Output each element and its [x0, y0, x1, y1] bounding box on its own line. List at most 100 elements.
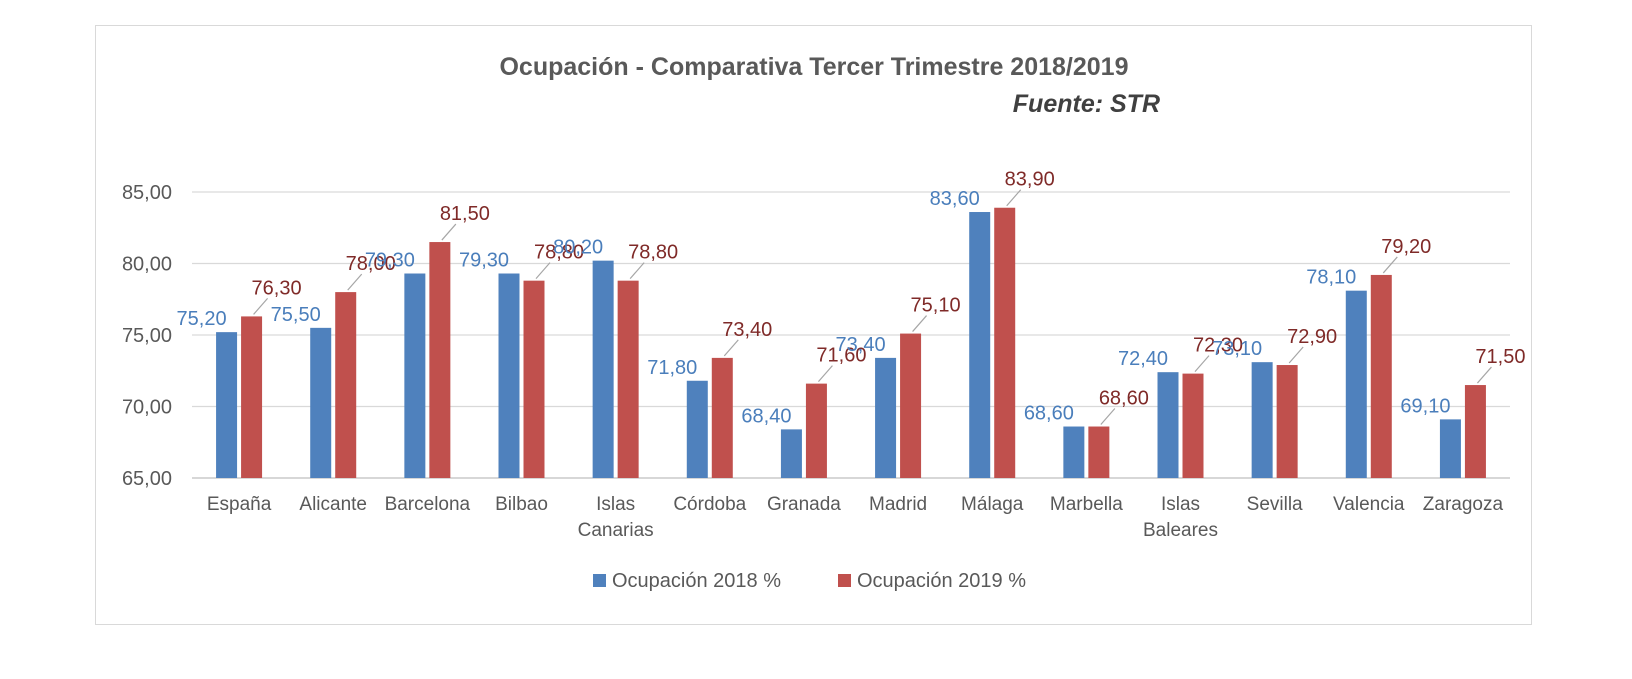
y-tick-label: 85,00 — [122, 182, 172, 204]
data-label: 83,90 — [1005, 169, 1055, 191]
y-tick-label: 70,00 — [122, 397, 172, 419]
data-label: 78,00 — [346, 253, 396, 275]
leader-line — [1194, 355, 1210, 373]
bar — [780, 429, 802, 478]
data-label: 80,20 — [553, 237, 603, 259]
data-label: 68,60 — [1099, 388, 1149, 410]
leader-line — [817, 365, 833, 383]
bar — [498, 273, 520, 478]
legend-swatch — [838, 574, 851, 587]
data-label: 68,60 — [1024, 403, 1074, 425]
legend-label: Ocupación 2019 % — [857, 570, 1026, 592]
bar — [969, 212, 991, 478]
bar — [1088, 426, 1110, 478]
leader-line — [1476, 366, 1492, 384]
bar — [1182, 373, 1204, 478]
bar — [1370, 274, 1392, 478]
bar — [875, 357, 897, 478]
chart-subtitle: Fuente: STR — [1013, 90, 1160, 118]
data-label: 73,40 — [722, 319, 772, 341]
leader-line — [629, 262, 645, 280]
data-label: 76,30 — [252, 277, 302, 299]
x-tick-label: Sevilla — [1247, 494, 1303, 515]
leader-line — [1006, 189, 1022, 207]
leader-line — [723, 339, 739, 357]
x-tick-label: Córdoba — [673, 494, 746, 515]
data-label: 72,30 — [1193, 335, 1243, 357]
data-label: 71,50 — [1475, 346, 1525, 368]
data-label: 75,10 — [911, 295, 961, 317]
data-label: 71,60 — [816, 345, 866, 367]
y-tick-label: 75,00 — [122, 325, 172, 347]
x-tick-label: Marbella — [1050, 494, 1123, 515]
chart-title: Ocupación - Comparativa Tercer Trimestre… — [499, 53, 1128, 81]
leader-line — [1100, 408, 1116, 425]
bar — [429, 242, 451, 478]
data-label: 78,10 — [1306, 267, 1356, 289]
data-label: 79,30 — [365, 250, 415, 272]
x-tick-label: Granada — [767, 494, 841, 515]
bar — [592, 260, 614, 478]
legend-swatch — [593, 574, 606, 587]
bar — [1439, 419, 1461, 478]
data-label: 69,10 — [1400, 395, 1450, 417]
bar — [994, 207, 1016, 479]
bar — [404, 273, 426, 478]
data-label: 68,40 — [741, 405, 791, 427]
y-tick-label: 65,00 — [122, 468, 172, 490]
x-tick-label: España — [207, 494, 272, 515]
data-label: 79,30 — [459, 250, 509, 272]
bar — [216, 332, 238, 478]
bar — [523, 280, 545, 478]
data-label: 79,20 — [1381, 236, 1431, 258]
x-tick-label: Baleares — [1143, 520, 1218, 541]
x-axis: España Alicante Barcelona Bilbao Islas Canari… — [207, 494, 1504, 541]
x-tick-label: Bilbao — [495, 494, 548, 515]
bar — [686, 380, 708, 478]
legend-label: Ocupación 2018 % — [612, 570, 781, 592]
chart-frame — [95, 25, 1532, 625]
leader-line — [1382, 256, 1398, 274]
leader-line — [535, 262, 551, 280]
bar — [1464, 385, 1486, 478]
bar — [1251, 362, 1273, 478]
x-tick-label: Zaragoza — [1423, 494, 1504, 515]
bar — [805, 383, 827, 478]
leader-line — [1288, 346, 1304, 364]
bar — [310, 327, 332, 478]
bar — [617, 280, 639, 478]
data-label: 72,90 — [1287, 326, 1337, 348]
data-label: 81,50 — [440, 203, 490, 225]
data-label: 83,60 — [930, 188, 980, 210]
data-label: 73,10 — [1212, 338, 1262, 360]
data-label: 71,80 — [647, 357, 697, 379]
x-tick-label: Valencia — [1333, 494, 1405, 515]
x-tick-label: Canarias — [578, 520, 654, 541]
data-label: 75,20 — [177, 308, 227, 330]
leader-line — [253, 298, 269, 315]
leader-line — [441, 223, 457, 241]
y-tick-label: 80,00 — [122, 254, 172, 276]
x-tick-label: Alicante — [299, 494, 367, 515]
data-label: 73,40 — [836, 334, 886, 356]
x-tick-label: Madrid — [869, 494, 927, 515]
data-label: 75,50 — [271, 304, 321, 326]
bar — [1063, 426, 1085, 478]
bar — [1345, 290, 1367, 478]
leader-line — [912, 315, 928, 332]
x-tick-label: Islas — [1161, 494, 1200, 515]
bar — [711, 357, 733, 478]
x-tick-label: Málaga — [961, 494, 1024, 515]
data-label: 78,80 — [534, 242, 584, 264]
bar — [1157, 372, 1179, 478]
bar — [335, 292, 357, 478]
data-label: 78,80 — [628, 242, 678, 264]
legend: Ocupación 2018 % Ocupación 2019 % — [593, 570, 1026, 592]
y-axis: 65,00 70,00 75,00 80,00 85,00 — [122, 182, 172, 490]
leader-line — [347, 273, 363, 291]
data-label: 72,40 — [1118, 348, 1168, 370]
x-tick-label: Islas — [596, 494, 635, 515]
bar — [241, 316, 263, 478]
